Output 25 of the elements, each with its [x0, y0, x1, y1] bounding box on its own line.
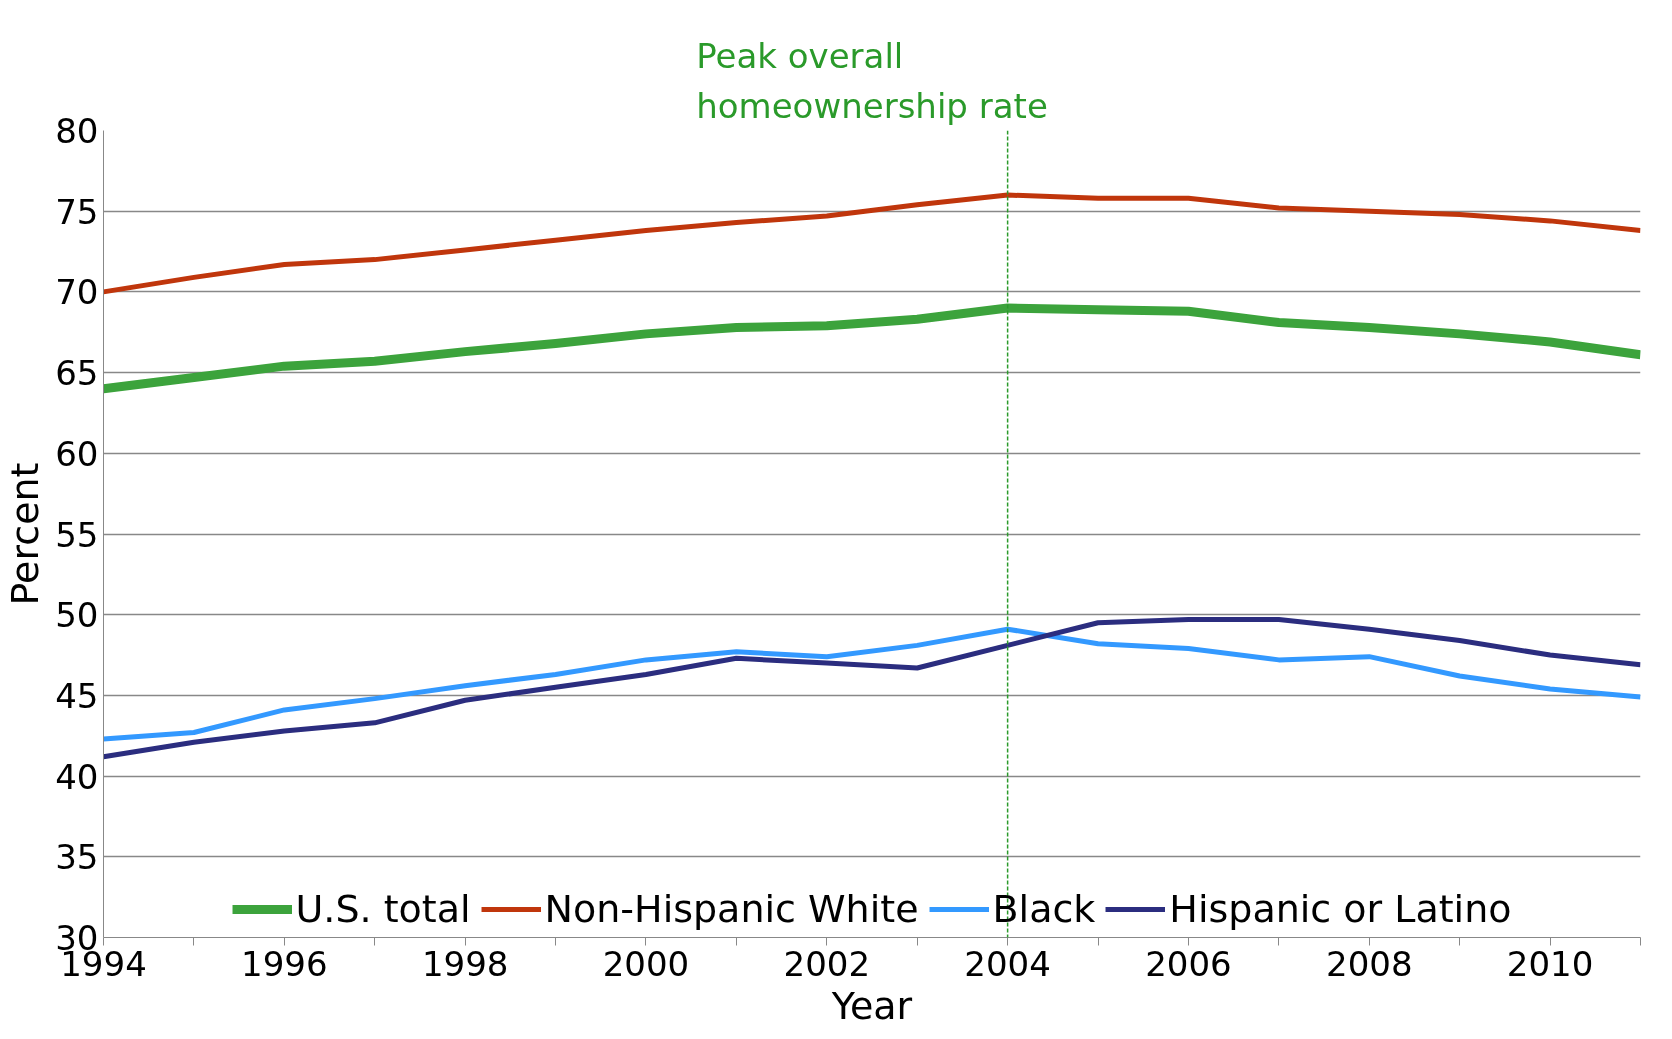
y-tick-label: 40	[55, 756, 99, 797]
y-tick-label: 65	[55, 353, 99, 394]
x-axis-title: Year	[830, 983, 913, 1028]
y-tick-label: 45	[55, 675, 99, 716]
x-tick-label: 2000	[602, 943, 690, 984]
x-tick-label: 2004	[964, 943, 1051, 984]
y-tick-label: 50	[55, 595, 99, 636]
y-axis-title: Percent	[3, 462, 48, 606]
y-tick-label: 75	[55, 191, 99, 232]
legend-label: Black	[992, 887, 1096, 931]
legend-label: Non-Hispanic White	[544, 887, 919, 931]
y-tick-label: 60	[55, 433, 99, 474]
ref-line-label: Peak overall homeownership rate	[696, 35, 1048, 126]
x-tick-label: 2002	[783, 943, 871, 984]
legend-label: Hispanic or Latino	[1169, 887, 1512, 931]
y-tick-label: 70	[55, 272, 99, 313]
y-tick-label: 80	[55, 111, 99, 151]
x-tick-label: 1996	[241, 943, 328, 984]
y-tick-label: 35	[55, 837, 99, 878]
x-tick-label: 2006	[1145, 943, 1232, 984]
y-tick-label: 55	[55, 514, 99, 555]
legend-label: U.S. total	[295, 887, 471, 931]
x-tick-label: 2010	[1506, 943, 1594, 984]
x-tick-label: 1998	[421, 943, 509, 984]
x-tick-label: 2008	[1326, 943, 1413, 984]
